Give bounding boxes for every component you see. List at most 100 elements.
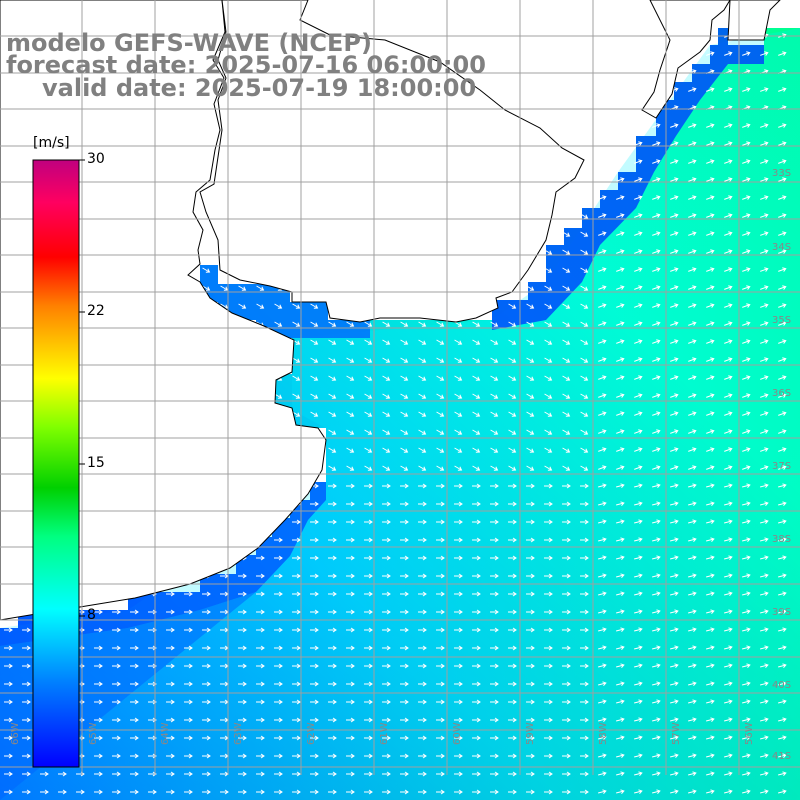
wind-arrow (580, 465, 589, 471)
wind-arrow (472, 609, 481, 615)
wind-arrow (724, 231, 733, 236)
wind-arrow (778, 285, 787, 290)
wind-arrow (382, 519, 391, 525)
wind-arrow (580, 429, 589, 435)
wind-arrow (472, 375, 481, 381)
wind-arrow (778, 483, 787, 489)
wind-arrow (778, 51, 787, 56)
wind-arrow (706, 177, 715, 182)
wind-arrow (652, 447, 661, 452)
wind-arrow (292, 357, 301, 363)
wind-arrow (562, 375, 571, 381)
wind-arrow (166, 627, 175, 633)
wind-arrow (778, 555, 787, 561)
wind-arrow (292, 681, 301, 687)
wind-arrow (436, 627, 445, 633)
wind-arrow (364, 735, 373, 741)
wind-arrow (328, 699, 337, 705)
wind-arrow (652, 519, 661, 525)
wind-arrow (562, 339, 571, 345)
wind-arrow (544, 573, 553, 579)
wind-arrow (364, 375, 373, 381)
wind-arrow (490, 717, 499, 723)
wind-arrow (490, 393, 499, 399)
wind-arrow (112, 681, 121, 687)
wind-arrow (616, 375, 625, 380)
wind-arrow (490, 483, 499, 489)
wind-arrow (364, 483, 373, 489)
wind-arrow (760, 663, 769, 669)
wind-arrow (166, 645, 175, 651)
wind-arrow (22, 735, 31, 741)
wind-arrow (454, 573, 463, 579)
wind-arrow (112, 753, 121, 759)
wind-arrow (760, 141, 769, 146)
wind-arrow (508, 681, 517, 687)
wind-arrow (364, 411, 373, 417)
wind-arrow (292, 753, 301, 759)
wind-arrow (202, 267, 211, 273)
wind-arrow (778, 411, 787, 416)
wind-arrow (760, 717, 769, 723)
wind-arrow (598, 519, 607, 525)
wind-arrow (202, 753, 211, 759)
wind-arrow (310, 555, 319, 561)
wind-arrow (472, 663, 481, 669)
wind-arrow (778, 519, 787, 525)
wind-arrow (238, 717, 247, 723)
wind-arrow (724, 627, 733, 633)
wind-arrow (634, 267, 643, 272)
wind-arrow (670, 213, 679, 218)
wind-arrow (166, 699, 175, 705)
wind-arrow (508, 771, 517, 777)
wind-arrow (778, 465, 787, 470)
wind-arrow (688, 123, 697, 128)
wind-arrow (310, 375, 319, 381)
wind-arrow (760, 735, 769, 741)
wind-arrow (742, 519, 751, 525)
latitude-label: 33S (772, 168, 792, 179)
wind-arrow (454, 789, 463, 795)
wind-arrow (580, 519, 589, 525)
wind-arrow (616, 393, 625, 398)
wind-arrow (94, 717, 103, 723)
wind-arrow (688, 447, 697, 452)
wind-arrow (688, 681, 697, 687)
wind-arrow (328, 753, 337, 759)
wind-arrow (724, 123, 733, 128)
wind-arrow (688, 537, 697, 543)
wind-arrow (742, 285, 751, 290)
wind-arrow (706, 663, 715, 669)
wind-arrow (4, 789, 13, 795)
longitude-label: 63W (233, 722, 244, 745)
wind-arrow (364, 591, 373, 597)
wind-arrow (526, 699, 535, 705)
wind-arrow (490, 321, 499, 327)
wind-arrow (670, 573, 679, 579)
wind-arrow (346, 411, 355, 417)
wind-arrow (346, 465, 355, 471)
wind-arrow (274, 645, 283, 651)
wind-arrow (256, 717, 265, 723)
wind-arrow (382, 429, 391, 435)
wind-arrow (526, 483, 535, 489)
wind-arrow (706, 141, 715, 146)
wind-arrow (292, 645, 301, 651)
wind-arrow (706, 339, 715, 344)
wind-arrow (526, 555, 535, 561)
longitude-label: 62W (306, 722, 317, 745)
wind-arrow (706, 123, 715, 128)
wind-arrow (616, 699, 625, 705)
wind-arrow (616, 519, 625, 525)
wind-arrow (148, 789, 157, 795)
wind-arrow (346, 429, 355, 435)
wind-arrow (472, 789, 481, 795)
wind-arrow (490, 627, 499, 633)
wind-arrow (688, 87, 697, 92)
wind-arrow (418, 735, 427, 741)
wind-arrow (616, 429, 625, 434)
wind-arrow (742, 609, 751, 615)
wind-arrow (634, 573, 643, 579)
wind-arrow (328, 627, 337, 633)
